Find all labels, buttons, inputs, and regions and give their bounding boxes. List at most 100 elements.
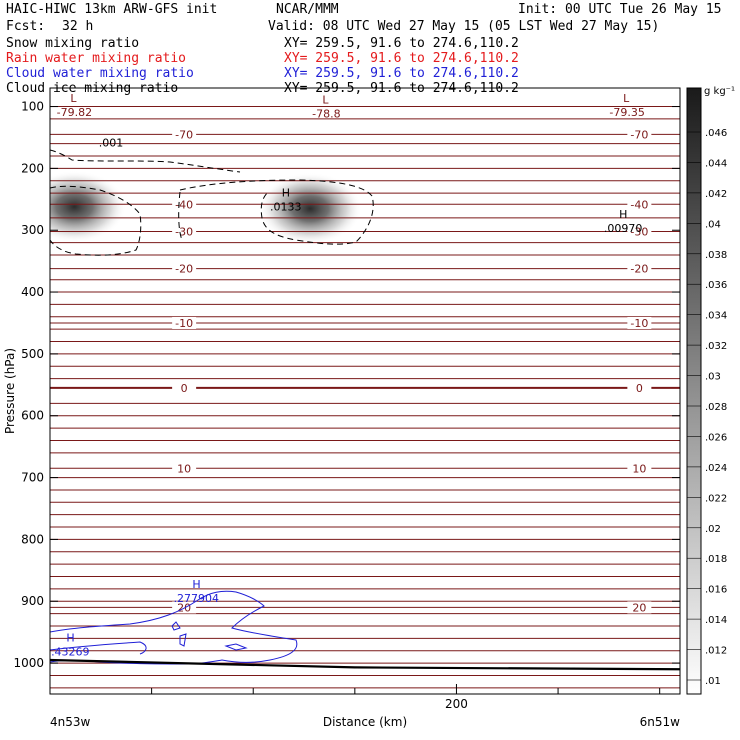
contour-label-bg xyxy=(172,316,197,329)
extreme-L-marker-2: L xyxy=(623,92,630,105)
contour-label-bg xyxy=(627,262,652,275)
contour-label-bg xyxy=(627,225,652,238)
annotations: L-79.82L-78.8L-79.35H.0133H.00970H.27790… xyxy=(51,92,645,659)
extreme-L-value-1: -78.8 xyxy=(312,108,340,121)
contour-label-bg xyxy=(172,381,197,394)
temperature-label-m10-1: -10 xyxy=(630,317,648,330)
temperature-label-20-1: 20 xyxy=(632,601,646,614)
colorbar-tick-label-10: .026 xyxy=(705,432,727,443)
terrain-line xyxy=(49,658,681,671)
extreme-H-value-6: .43269 xyxy=(51,646,90,659)
field-snow-xy: XY= 259.5, 91.6 to 274.6,110.2 xyxy=(284,36,519,51)
colorbar-tick-label-4: .038 xyxy=(705,250,727,261)
cloud-ice-contour-001 xyxy=(50,149,241,173)
valid-label: Valid: 08 UTC Wed 27 May 15 (05 LST Wed … xyxy=(268,19,660,34)
colorbar-tick-label-8: .03 xyxy=(705,372,721,383)
extreme-L-marker-1: L xyxy=(322,94,329,107)
extreme-H-marker-5: H xyxy=(192,578,200,591)
colorbar xyxy=(686,87,702,695)
contour-label-bg xyxy=(627,316,652,329)
colorbar-tick-label-18: .01 xyxy=(705,676,721,687)
x-axis-label: Distance (km) xyxy=(323,715,407,729)
y-tick-label-300: 300 xyxy=(21,223,44,237)
cloud-water-contour-small-2 xyxy=(179,633,187,647)
y-tick-label-400: 400 xyxy=(21,285,44,299)
y-tick-label-700: 700 xyxy=(21,471,44,485)
colorbar-tick-label-16: .014 xyxy=(705,615,727,626)
contour-label-bg xyxy=(627,198,652,211)
temperature-label-m40-0: -40 xyxy=(175,198,193,211)
colorbar-tick-label-11: .024 xyxy=(705,463,727,474)
temperature-label-0-0: 0 xyxy=(181,382,188,395)
colorbar-tick-label-13: .02 xyxy=(705,524,721,535)
fcst-value: 32 h xyxy=(62,19,94,34)
temperature-label-0-1: 0 xyxy=(636,382,643,395)
colorbar-tick-label-1: .044 xyxy=(705,158,727,169)
contour-label-bg xyxy=(172,128,197,141)
y-axis-label: Pressure (hPa) xyxy=(3,348,17,434)
extreme-H-marker-6: H xyxy=(66,632,74,645)
plot-frame xyxy=(49,87,681,695)
y-tick-label-200: 200 xyxy=(21,161,44,175)
colorbar-tick-label-6: .034 xyxy=(705,311,727,322)
y-tick-label-600: 600 xyxy=(21,409,44,423)
field-rain-name: Rain water mixing ratio xyxy=(6,51,187,66)
y-tick-label-1000: 1000 xyxy=(13,656,44,670)
colorbar-tick-label-3: .04 xyxy=(705,219,721,230)
cloud-ice-contour-label-0: .001 xyxy=(99,137,124,150)
extreme-L-value-0: -79.82 xyxy=(57,106,92,119)
contour-label-bg xyxy=(172,262,197,275)
contour-label-bg xyxy=(172,462,197,475)
y-tick-label-500: 500 xyxy=(21,347,44,361)
colorbar-tick-label-7: .032 xyxy=(705,341,727,352)
extreme-H-value-3: .0133 xyxy=(270,200,302,213)
temperature-label-m70-1: -70 xyxy=(630,128,648,141)
field-cloud-water-name: Cloud water mixing ratio xyxy=(6,66,194,81)
temperature-label-m40-1: -40 xyxy=(630,198,648,211)
x-end-label: 6n51w xyxy=(640,715,681,729)
y-tick-label-900: 900 xyxy=(21,594,44,608)
field-cloud-water-xy: XY= 259.5, 91.6 to 274.6,110.2 xyxy=(284,66,519,81)
colorbar-tick-label-14: .018 xyxy=(705,554,727,565)
contour-label-bg xyxy=(627,381,652,394)
y-tick-label-100: 100 xyxy=(21,100,44,114)
x-tick-label-200: 200 xyxy=(445,697,468,711)
contour-label-bg xyxy=(627,462,652,475)
temperature-label-m30-0: -30 xyxy=(175,225,193,238)
model-title: HAIC-HIWC 13km ARW-GFS init xyxy=(6,2,218,17)
temperature-label-m30-1: -30 xyxy=(630,225,648,238)
init-label: Init: 00 UTC Tue 26 May 15 xyxy=(518,2,722,17)
temperature-label-m70-0: -70 xyxy=(175,128,193,141)
contour-label-bg xyxy=(172,225,197,238)
colorbar-tick-label-15: .016 xyxy=(705,585,727,596)
colorbar-tick-label-9: .028 xyxy=(705,402,727,413)
fcst-label: Fcst: xyxy=(6,19,46,34)
shaded-maximum-0 xyxy=(50,170,127,243)
contour-label-bg xyxy=(627,601,652,614)
cloud-water-contour-inner xyxy=(50,641,147,655)
colorbar-tick-label-5: .036 xyxy=(705,280,727,291)
temperature-label-m20-0: -20 xyxy=(175,263,193,276)
colorbar-unit: g kg⁻¹ xyxy=(704,86,735,97)
shaded-maximum-1 xyxy=(258,172,363,245)
cloud-ice-contour-left xyxy=(50,185,142,256)
extreme-H-marker-4: H xyxy=(619,208,627,221)
colorbar-tick-label-0: .046 xyxy=(705,128,727,139)
temperature-label-10-0: 10 xyxy=(177,462,191,475)
contour-label-bg xyxy=(627,128,652,141)
colorbar-tick-label-12: .022 xyxy=(705,493,727,504)
colorbar-tick-label-17: .012 xyxy=(705,646,727,657)
org-label: NCAR/MMM xyxy=(276,2,339,17)
cloud-water-contour-small-3 xyxy=(224,643,248,651)
temperature-label-m10-0: -10 xyxy=(175,317,193,330)
temperature-label-10-1: 10 xyxy=(632,462,646,475)
extreme-L-value-2: -79.35 xyxy=(609,106,644,119)
extreme-H-value-4: .00970 xyxy=(604,222,643,235)
colorbar-tick-label-2: .042 xyxy=(705,189,727,200)
shaded-field xyxy=(50,170,363,245)
temperature-label-m20-1: -20 xyxy=(630,263,648,276)
extreme-H-marker-3: H xyxy=(282,186,290,199)
